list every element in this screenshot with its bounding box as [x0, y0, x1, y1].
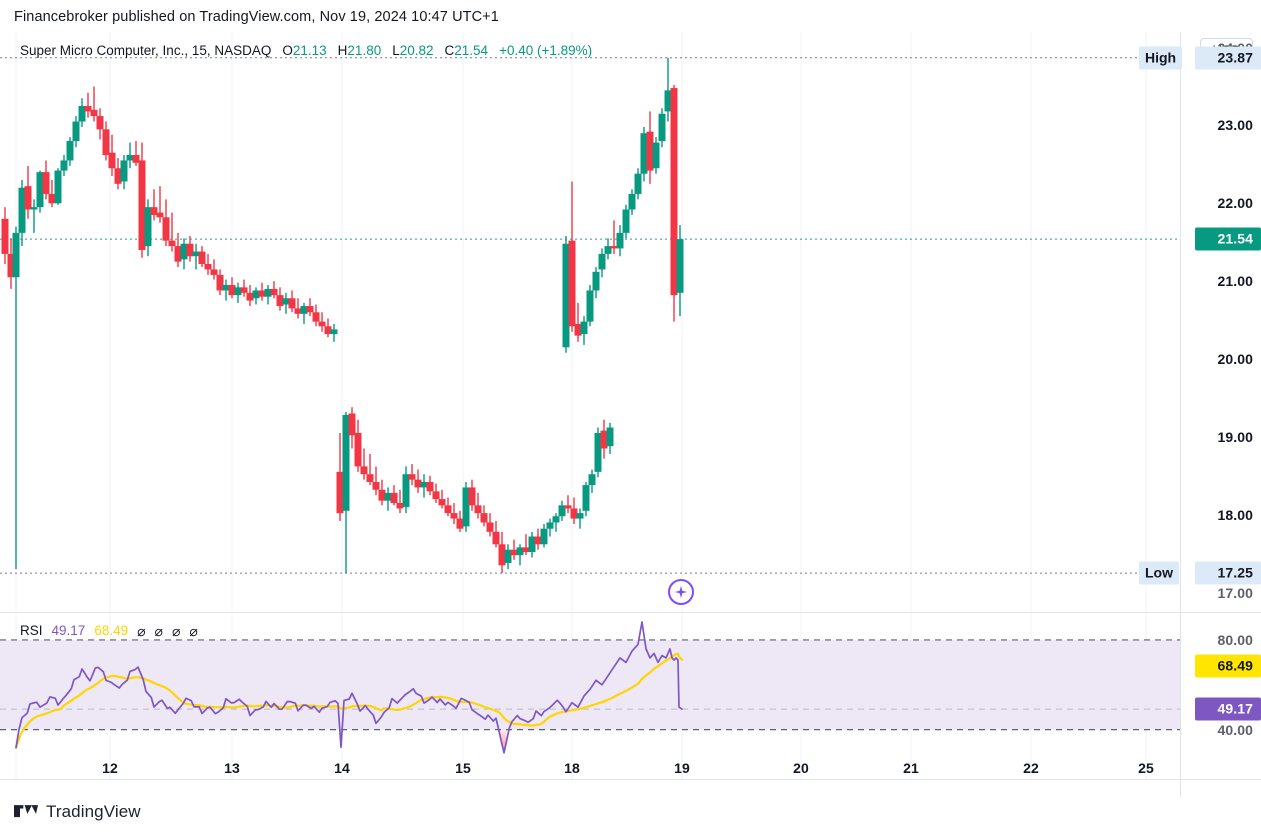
price-pane[interactable]: Super Micro Computer, Inc., 15, NASDAQ O…: [0, 32, 1180, 612]
price-tick-2: 22.00: [1217, 195, 1253, 212]
rsi-value-badge: 49.17: [1195, 697, 1261, 721]
current-price-badge[interactable]: 21.54: [1195, 227, 1261, 251]
rsi-legend: RSI 49.17 68.49 ⌀ ⌀ ⌀ ⌀: [20, 624, 198, 638]
pane-divider: [0, 612, 1261, 613]
rsi-legend-ma-value: 68.49: [94, 623, 129, 639]
rsi-legend-null-3: ⌀: [171, 623, 181, 639]
rsi-legend-value: 49.17: [51, 623, 86, 639]
sparkle-icon[interactable]: [668, 579, 694, 605]
time-tick-14: 14: [334, 760, 350, 776]
time-tick-22: 22: [1023, 760, 1039, 776]
price-axis[interactable]: USD 24.0023.0022.0021.0020.0019.0018.001…: [1181, 32, 1261, 797]
period-high-badge: 23.87: [1195, 46, 1261, 70]
price-tick-7: 17.00: [1217, 584, 1253, 601]
time-tick-20: 20: [793, 760, 809, 776]
rsi-legend-null-2: ⌀: [154, 623, 163, 639]
price-tick-5: 19.00: [1217, 428, 1253, 445]
time-tick-15: 15: [455, 760, 471, 776]
time-tick-18: 18: [564, 760, 580, 776]
legend-change: +0.40 (+1.89%): [499, 43, 593, 58]
rsi-legend-null-4: ⌀: [189, 623, 198, 639]
time-tick-13: 13: [224, 760, 240, 776]
time-tick-19: 19: [674, 760, 690, 776]
rsi-pane[interactable]: RSI 49.17 68.49 ⌀ ⌀ ⌀ ⌀: [0, 613, 1180, 779]
price-tick-6: 18.00: [1217, 506, 1253, 523]
legend-open-label: O: [282, 43, 293, 58]
time-tick-21: 21: [903, 760, 919, 776]
legend-open: O21.13: [282, 44, 326, 58]
period-high-tag: High: [1139, 46, 1183, 70]
chart-legend: Super Micro Computer, Inc., 15, NASDAQ O…: [20, 44, 592, 58]
legend-high-value: 21.80: [347, 43, 382, 58]
chart-frame: Super Micro Computer, Inc., 15, NASDAQ O…: [0, 32, 1261, 797]
candlestick-chart: [0, 32, 1180, 612]
price-tick-3: 21.00: [1217, 273, 1253, 290]
legend-low-label: L: [392, 43, 400, 58]
legend-low: L20.82: [392, 44, 433, 58]
legend-low-value: 20.82: [399, 43, 434, 58]
axis-divider: [1180, 32, 1181, 797]
legend-open-value: 21.13: [292, 43, 327, 58]
legend-close: C21.54: [445, 44, 489, 58]
footer: TradingView: [14, 802, 141, 822]
attribution-text: Financebroker published on TradingView.c…: [14, 9, 499, 25]
price-tick-1: 23.00: [1217, 117, 1253, 134]
legend-symbol[interactable]: Super Micro Computer, Inc., 15, NASDAQ: [20, 43, 272, 58]
rsi-ma-badge: 68.49: [1195, 654, 1261, 678]
time-axis-divider: [0, 779, 1261, 780]
period-low-tag: Low: [1139, 561, 1179, 585]
legend-high-label: H: [337, 43, 348, 58]
price-tick-4: 20.00: [1217, 350, 1253, 367]
legend-high: H21.80: [338, 44, 382, 58]
rsi-legend-null-1: ⌀: [137, 623, 146, 639]
time-axis[interactable]: 12 13 14 15 18 19 20 21 22 25: [0, 748, 1261, 788]
period-low-badge: 17.25: [1195, 561, 1261, 585]
legend-close-value: 21.54: [454, 43, 489, 58]
rsi-indicator-chart: [0, 613, 1180, 779]
tradingview-logo-icon: [14, 804, 38, 820]
rsi-tick-1: 40.00: [1217, 721, 1253, 738]
time-tick-12: 12: [102, 760, 118, 776]
tradingview-brand: TradingView: [46, 802, 141, 821]
rsi-tick-0: 80.00: [1217, 631, 1253, 648]
legend-close-label: C: [444, 43, 455, 58]
rsi-legend-name[interactable]: RSI: [20, 623, 43, 639]
time-tick-25: 25: [1138, 760, 1154, 776]
